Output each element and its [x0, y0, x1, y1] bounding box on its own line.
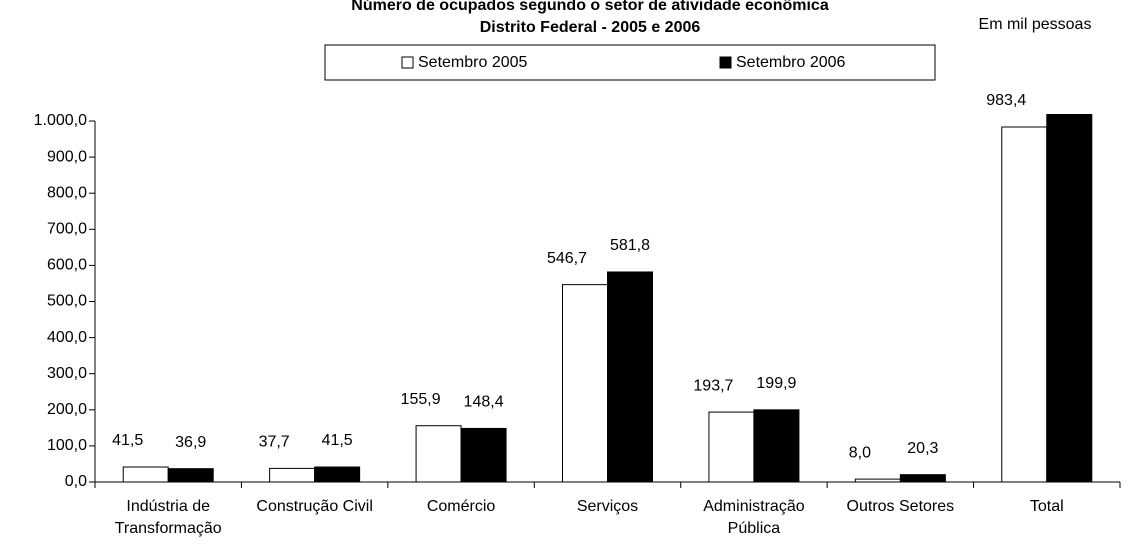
bar: [708, 411, 755, 483]
value-label: 8,0: [849, 444, 871, 461]
chart-subtitle: Distrito Federal - 2005 e 2006: [480, 19, 701, 36]
bar: [753, 409, 800, 483]
x-tick-label: Outros Setores: [846, 498, 955, 515]
bar: [415, 425, 462, 483]
value-label: 41,5: [322, 432, 353, 449]
value-label: 155,9: [401, 391, 441, 408]
x-tick-label: Comércio: [426, 498, 496, 515]
bar: [122, 466, 169, 483]
value-label: 37,7: [259, 434, 290, 451]
bar: [1001, 126, 1048, 483]
x-tick-label: Administração Pública: [703, 498, 805, 537]
legend-label: Setembro 2005: [418, 54, 528, 71]
y-tick-label: 300,0: [47, 365, 87, 382]
value-label: 199,9: [756, 375, 796, 392]
legend-marker: [719, 56, 732, 69]
y-tick-label: 700,0: [47, 221, 87, 238]
value-label: 36,9: [175, 434, 206, 451]
x-tick-label: Construção Civil: [256, 498, 373, 515]
value-label: 20,3: [907, 440, 938, 457]
x-tick-label: Serviços: [576, 498, 639, 515]
y-tick-label: 800,0: [47, 184, 87, 201]
y-tick-label: 1.000,0: [34, 112, 87, 129]
x-tick-label: Indústria de Transformação: [114, 498, 222, 537]
legend-label: Setembro 2006: [736, 54, 846, 71]
unit-note: Em mil pessoas: [979, 16, 1092, 33]
x-tick-label: Total: [1029, 498, 1064, 515]
y-tick-label: 600,0: [47, 257, 87, 274]
value-label: 546,7: [547, 250, 587, 267]
y-tick-label: 500,0: [47, 293, 87, 310]
chart-title: Número de ocupados segundo o setor de at…: [351, 0, 829, 14]
bar: [899, 474, 946, 483]
value-label: 193,7: [693, 377, 733, 394]
bar: [269, 467, 316, 483]
value-label: 41,5: [112, 432, 143, 449]
y-tick-label: 400,0: [47, 329, 87, 346]
legend-box: [324, 44, 936, 81]
bar: [1046, 114, 1093, 483]
y-tick-label: 900,0: [47, 148, 87, 165]
bar: [167, 468, 214, 483]
bars: [122, 114, 1093, 483]
value-label: 983,4: [986, 92, 1026, 109]
value-label: 148,4: [464, 394, 504, 411]
bar: [562, 284, 608, 483]
value-label: 581,8: [610, 237, 650, 254]
bar: [314, 466, 361, 483]
y-tick-label: 0,0: [65, 473, 87, 490]
y-tick-label: 200,0: [47, 401, 87, 418]
bar: [607, 271, 653, 483]
bar: [460, 427, 507, 483]
y-tick-label: 100,0: [47, 437, 87, 454]
legend-marker: [401, 56, 414, 69]
